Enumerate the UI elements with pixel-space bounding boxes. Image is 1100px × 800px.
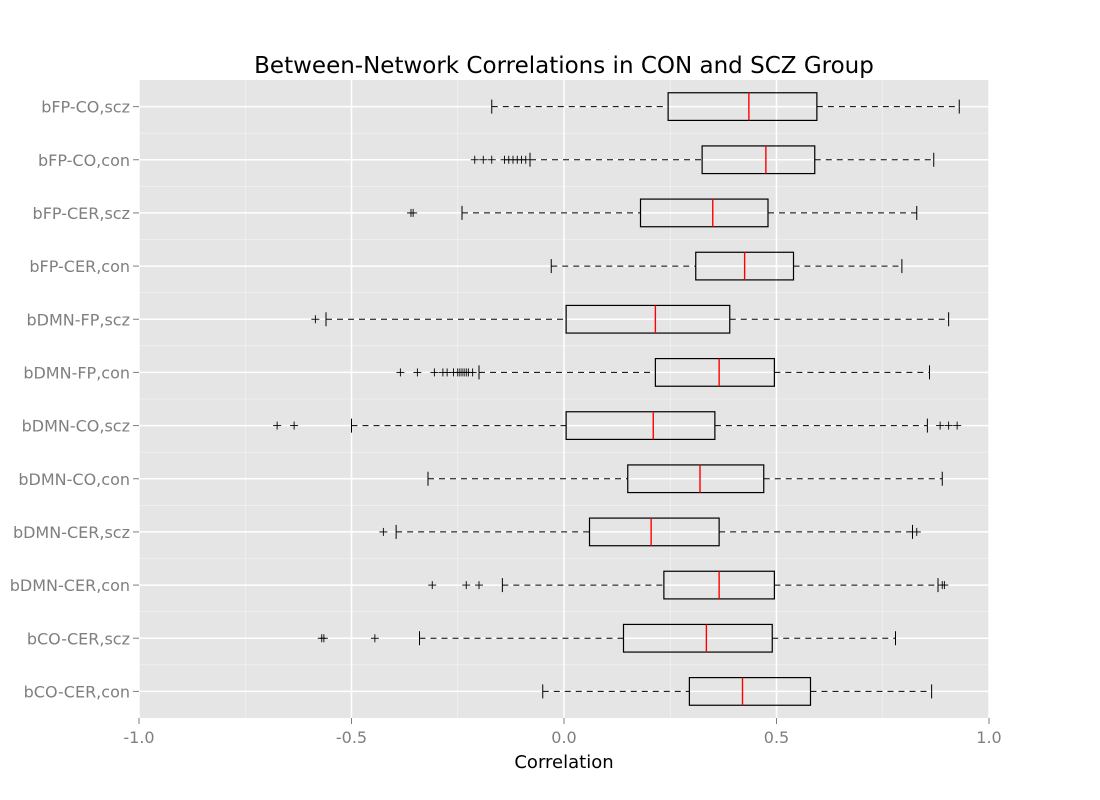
- box-bDMN-FP,con: [396, 357, 930, 387]
- y-tick-label: bDMN-CER,con: [10, 576, 130, 595]
- box-bFP-CER,con: [550, 251, 903, 281]
- outlier-point: [396, 368, 405, 377]
- y-tick-label: bDMN-FP,con: [23, 363, 130, 382]
- y-tick-label: bFP-CO,con: [38, 151, 130, 170]
- iqr-box: [588, 517, 720, 547]
- iqr-box: [667, 92, 818, 122]
- box-bCO-CER,scz: [317, 623, 896, 653]
- box-bDMN-CO,con: [427, 464, 943, 494]
- outlier-point: [462, 581, 471, 590]
- outlier-point: [379, 527, 388, 536]
- y-tick-labels: bFP-CO,scz bFP-CO,con bFP-CER,scz bFP-CER,c…: [10, 98, 139, 701]
- outlier-point: [521, 155, 530, 164]
- box-bFP-CO,scz: [491, 92, 960, 122]
- boxes: [273, 92, 962, 706]
- iqr-box: [688, 676, 812, 706]
- box-bDMN-CO,scz: [273, 411, 962, 441]
- iqr-box: [701, 145, 816, 175]
- outlier-point: [273, 421, 282, 430]
- x-tick-label: 1.0: [976, 728, 1001, 747]
- box-bCO-CER,con: [542, 676, 933, 706]
- iqr-box: [639, 198, 769, 228]
- iqr-box: [654, 357, 775, 387]
- box-bFP-CER,scz: [407, 198, 918, 228]
- x-tick-label: 0.5: [764, 728, 789, 747]
- x-tick-labels: -1.0 -0.5 0.0 0.5 1.0: [123, 718, 1002, 747]
- outlier-point: [936, 421, 945, 430]
- x-tick-label: -1.0: [123, 728, 154, 747]
- outlier-point: [428, 581, 437, 590]
- box-bFP-CO,con: [470, 145, 935, 175]
- outlier-point: [470, 155, 479, 164]
- y-tick-label: bCO-CER,scz: [27, 629, 130, 648]
- chart-title: Between-Network Correlations in CON and …: [254, 53, 874, 79]
- outlier-point: [413, 368, 422, 377]
- iqr-box: [622, 623, 773, 653]
- outlier-point: [290, 421, 299, 430]
- outlier-point: [430, 368, 439, 377]
- iqr-box: [565, 411, 716, 441]
- y-tick-label: bDMN-CO,con: [18, 470, 130, 489]
- outlier-point: [311, 315, 320, 324]
- outlier-point: [475, 581, 483, 590]
- outlier-point: [940, 581, 949, 590]
- y-tick-label: bFP-CO,scz: [41, 98, 130, 117]
- outlier-point: [944, 421, 953, 430]
- outlier-point: [409, 208, 418, 217]
- outlier-point: [912, 527, 921, 536]
- outlier-point: [370, 634, 379, 643]
- y-tick-label: bDMN-CO,scz: [22, 417, 130, 436]
- y-tick-label: bFP-CER,con: [29, 257, 130, 276]
- y-tick-label: bDMN-FP,scz: [27, 310, 131, 329]
- x-tick-label: -0.5: [336, 728, 367, 747]
- outlier-point: [468, 368, 477, 377]
- outlier-point: [953, 421, 962, 430]
- outlier-point: [319, 634, 328, 643]
- iqr-box: [627, 464, 765, 494]
- y-tick-label: bDMN-CER,scz: [13, 523, 130, 542]
- outlier-point: [479, 155, 488, 164]
- box-bDMN-CER,scz: [379, 517, 921, 547]
- iqr-box: [565, 304, 731, 334]
- y-tick-label: bCO-CER,con: [24, 682, 130, 701]
- y-tick-label: bFP-CER,scz: [33, 204, 130, 223]
- x-axis-label: Correlation: [514, 752, 613, 773]
- outlier-point: [487, 155, 496, 164]
- box-bDMN-CER,con: [428, 570, 949, 600]
- x-tick-label: 0.0: [551, 728, 576, 747]
- box-bDMN-FP,scz: [311, 304, 950, 334]
